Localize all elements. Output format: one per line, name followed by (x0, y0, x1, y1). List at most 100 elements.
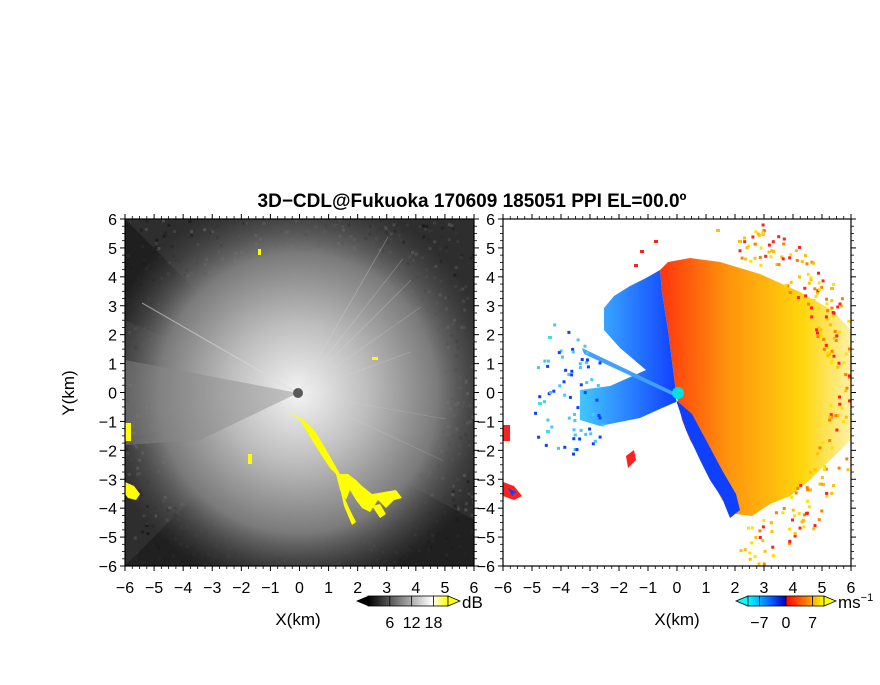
speckle (544, 443, 548, 447)
speckle (782, 507, 786, 510)
speckle (770, 521, 773, 525)
x-tick-label: −5 (523, 580, 541, 597)
speckle (830, 349, 834, 353)
speckle (788, 541, 791, 545)
speckle (838, 330, 842, 334)
speckle (800, 260, 804, 264)
speckle (763, 549, 767, 553)
speckle (816, 307, 820, 310)
speckle (807, 281, 811, 285)
y-tick-label: −4 (99, 501, 117, 518)
speckle (822, 482, 825, 486)
speckle (826, 309, 830, 313)
x-tick-label: −4 (174, 580, 192, 597)
speckle (837, 466, 841, 470)
speckle (793, 534, 797, 538)
left-colorbar-unit: dB (462, 593, 483, 612)
left-axis-ticks (120, 214, 479, 571)
speckle (813, 524, 817, 528)
speckle (585, 381, 589, 385)
noise-cell (447, 223, 451, 227)
speckle (830, 361, 833, 365)
noise-cell (451, 227, 455, 231)
beam-ray (297, 351, 411, 394)
noise-cell (145, 220, 149, 224)
speckle (739, 549, 743, 553)
speckle (844, 389, 848, 393)
right-colorbar-low-arrow (734, 595, 749, 607)
speckle (754, 230, 758, 234)
speckle (550, 425, 554, 429)
noise-cell (429, 229, 433, 233)
speckle (753, 555, 757, 559)
speckle (829, 404, 833, 408)
noise-cell (439, 247, 443, 251)
noise-cell (157, 247, 161, 251)
speckle (761, 231, 765, 235)
noise-cell (418, 225, 422, 229)
noise-cell (154, 242, 158, 245)
x-tick-label: −1 (639, 580, 657, 597)
noise-cell (444, 245, 448, 249)
speckle (558, 384, 562, 388)
speckle (750, 541, 754, 545)
speckle (830, 446, 834, 450)
noise-cell (464, 502, 468, 506)
speckle (830, 306, 834, 310)
speckle (564, 368, 568, 372)
speckle (820, 509, 824, 513)
speckle (830, 299, 834, 303)
noise-cell (145, 524, 149, 528)
speckle (846, 468, 850, 472)
speckle (845, 457, 849, 461)
left-colorbar-ticks: 6 12 18 (385, 596, 442, 632)
noise-cell (456, 240, 460, 244)
x-tick-label: −1 (261, 580, 279, 597)
speckle (825, 297, 828, 301)
speckle (796, 486, 800, 490)
speckle (812, 527, 816, 531)
speckle (835, 334, 839, 338)
speckle (807, 505, 811, 509)
speckle (838, 302, 842, 306)
speckle (557, 446, 560, 450)
noise-cell (450, 224, 454, 227)
noise-cell (154, 246, 158, 249)
speckle (716, 229, 720, 232)
speckle (583, 391, 587, 395)
speckle (814, 294, 818, 298)
speckle (538, 402, 542, 405)
speckle (782, 237, 786, 241)
speckle (820, 285, 824, 289)
speckle (820, 334, 823, 338)
speckle (567, 416, 571, 420)
beam-ray (297, 279, 412, 394)
speckle (775, 263, 779, 266)
right-plot-area (503, 219, 851, 566)
speckle (798, 275, 801, 279)
left-clutter (125, 249, 402, 525)
speckle (591, 442, 595, 446)
noise-cell (470, 513, 474, 517)
colorbar-tick-label: −7 (750, 615, 768, 632)
noise-cell (162, 234, 166, 238)
speckle (567, 330, 571, 334)
speckle (831, 311, 835, 314)
left-x-axis-label: X(km) (275, 610, 320, 629)
speckle (830, 287, 834, 290)
left-colorbar-low-arrow (356, 596, 368, 606)
speckle (576, 406, 580, 410)
speckle (828, 415, 832, 419)
speckle (743, 236, 746, 240)
speckle (749, 259, 753, 263)
speckle (824, 315, 828, 319)
speckle (801, 518, 805, 522)
speckle (800, 520, 804, 524)
noise-cell (470, 491, 474, 494)
speckle (572, 428, 576, 432)
right-colorbar-unit-sup: −1 (861, 592, 874, 604)
speckle (813, 468, 817, 472)
speckle (578, 437, 582, 441)
speckle (588, 427, 592, 431)
